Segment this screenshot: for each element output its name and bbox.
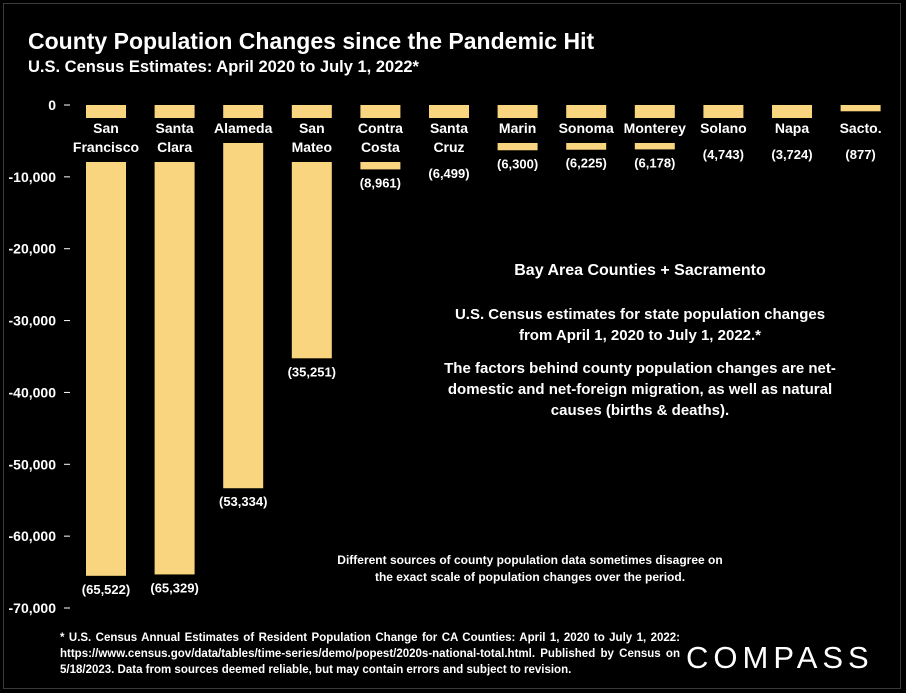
annotation-paragraph-2: The factors behind county population cha… <box>444 360 836 419</box>
category-label-backing <box>622 118 687 143</box>
category-labels: San Francisco Santa Clara Alameda San Mateo Con… <box>73 118 893 162</box>
category-label: Santa <box>430 120 468 136</box>
data-labels: (65,522) (65,329) (53,334) (35,251) (8,961) (… <box>82 147 876 597</box>
y-tick-label: -60,000 <box>9 528 57 544</box>
data-label: (3,724) <box>771 147 812 162</box>
data-label: (877) <box>845 147 875 162</box>
annotation-heading: Bay Area Counties + Sacramento <box>514 262 766 279</box>
data-label: (4,743) <box>703 147 744 162</box>
data-label: (65,522) <box>82 582 130 597</box>
bar <box>86 105 126 576</box>
data-label: (8,961) <box>360 175 401 190</box>
category-label: San <box>299 120 325 136</box>
y-tick-label: -50,000 <box>9 456 57 472</box>
category-label: Sonoma <box>559 120 614 136</box>
category-label-backing <box>348 118 413 162</box>
category-label-backing <box>691 118 756 143</box>
data-label: (65,329) <box>150 580 198 595</box>
data-caveat-note: Different sources of county population d… <box>337 553 723 584</box>
category-label: Marin <box>499 120 536 136</box>
chart-subtitle: U.S. Census Estimates: April 2020 to Jul… <box>28 58 419 76</box>
y-tick-label: -40,000 <box>9 384 57 400</box>
annotation-box: Bay Area Counties + Sacramento U.S. Cens… <box>440 262 840 433</box>
source-footnote: * U.S. Census Annual Estimates of Reside… <box>60 632 680 676</box>
category-label: Francisco <box>73 139 139 155</box>
category-label: Mateo <box>292 139 332 155</box>
annotation-paragraph-1: U.S. Census estimates for state populati… <box>454 306 826 344</box>
bar <box>223 105 264 489</box>
category-label: Clara <box>157 139 192 155</box>
chart-title: County Population Changes since the Pand… <box>28 28 595 54</box>
category-label: Costa <box>361 139 400 155</box>
data-label: (53,334) <box>219 494 267 509</box>
category-label: Sacto. <box>840 120 882 136</box>
y-tick-label: -10,000 <box>9 169 57 185</box>
category-label: Cruz <box>433 139 464 155</box>
category-label: Santa <box>156 120 194 136</box>
category-label-backing <box>760 118 824 143</box>
data-label: (35,251) <box>288 364 336 379</box>
category-label-backing <box>485 118 550 143</box>
category-label: San <box>93 120 119 136</box>
y-tick-label: -30,000 <box>9 313 57 329</box>
data-label: (6,300) <box>497 156 538 171</box>
y-axis: 0 -10,000 -20,000 -30,000 -40,000 -50,000 -60,… <box>9 97 70 616</box>
category-label: Alameda <box>214 120 273 136</box>
category-label-backing <box>211 118 276 143</box>
data-label: (6,225) <box>566 156 607 171</box>
category-label: Napa <box>775 120 809 136</box>
category-label: Solano <box>700 120 747 136</box>
data-label: (6,499) <box>428 166 469 181</box>
category-label: Monterey <box>624 120 686 136</box>
category-label-backing <box>279 118 344 162</box>
bar <box>840 105 881 112</box>
category-label: Contra <box>358 120 403 136</box>
category-label-backing <box>417 118 481 162</box>
compass-logo: COMPASS <box>686 640 874 675</box>
data-label: (6,178) <box>634 155 675 170</box>
y-tick-label: 0 <box>48 97 56 113</box>
category-label-backing <box>554 118 619 143</box>
y-tick-label: -20,000 <box>9 241 57 257</box>
chart-frame <box>3 3 901 689</box>
y-tick-label: -70,000 <box>9 600 57 616</box>
bar <box>154 105 195 575</box>
category-label-backing <box>142 118 207 162</box>
category-label-backing <box>828 118 893 143</box>
category-label-backing <box>74 118 138 162</box>
